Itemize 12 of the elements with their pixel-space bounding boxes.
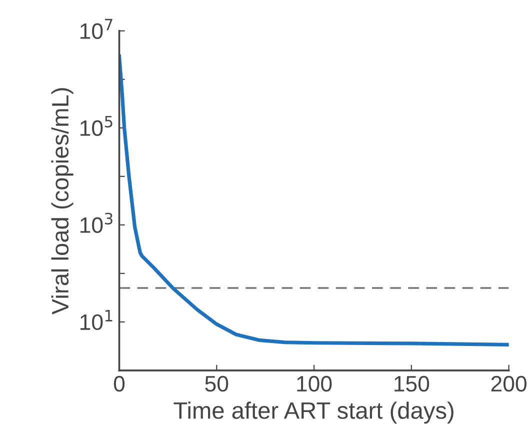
y-tick-label: 10$^{7}$ [80, 18, 112, 39]
x-axis-title: Time after ART start (days) [174, 402, 454, 424]
x-tick-label: 50 [205, 376, 228, 392]
line-series [119, 54, 509, 346]
y-tick-label: 10$^{5}$ [80, 116, 112, 136]
y-axis-title: Viral load (copies/mL) [51, 88, 74, 315]
y-tick-label: 10$^{3}$ [80, 212, 112, 234]
x-tick-label: 0 [114, 376, 125, 392]
y-tick-label: 10$^{1}$ [80, 310, 112, 330]
x-tick-label: 100 [297, 376, 332, 392]
x-tick-label: 200 [491, 376, 526, 392]
x-tick-label: 150 [394, 376, 430, 392]
